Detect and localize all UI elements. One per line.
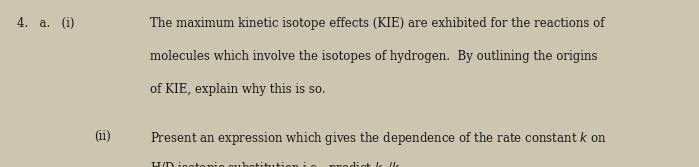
Text: of KIE, explain why this is so.: of KIE, explain why this is so.	[150, 84, 326, 97]
Text: (ii): (ii)	[94, 130, 111, 143]
Text: 4.   a.   (i): 4. a. (i)	[17, 17, 75, 30]
Text: The maximum kinetic isotope effects (KIE) are exhibited for the reactions of: The maximum kinetic isotope effects (KIE…	[150, 17, 605, 30]
Text: H/D isotopic substitution i.e., predict $\mathit{k}_\mathrm{H}$/$\mathit{k}_\mat: H/D isotopic substitution i.e., predict …	[150, 160, 410, 167]
Text: Present an expression which gives the dependence of the rate constant $\mathit{k: Present an expression which gives the de…	[150, 130, 607, 147]
Text: molecules which involve the isotopes of hydrogen.  By outlining the origins: molecules which involve the isotopes of …	[150, 50, 598, 63]
